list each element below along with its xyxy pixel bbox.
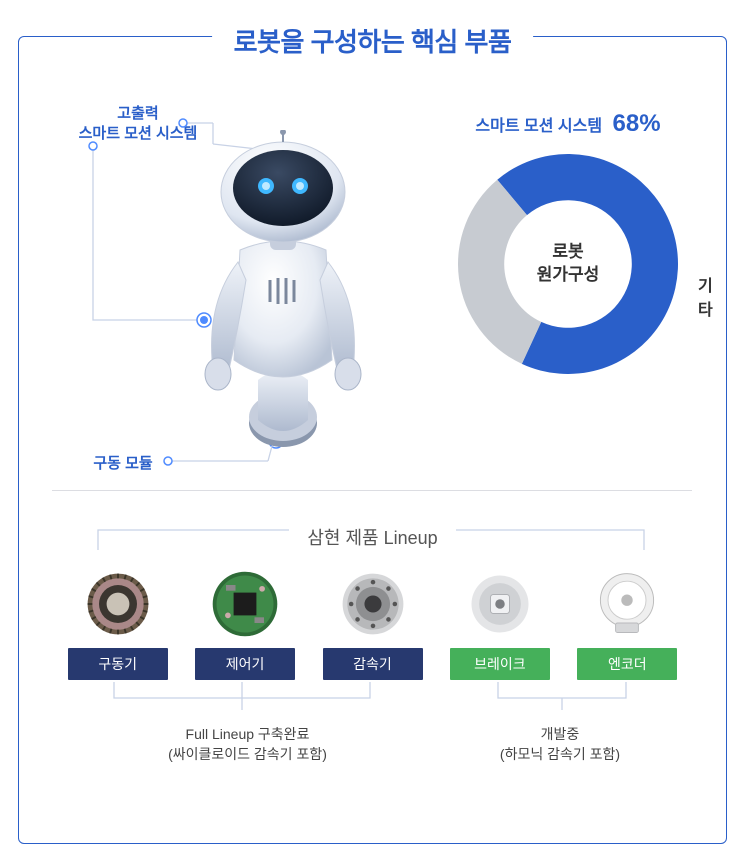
lineup-bottom-brackets [18,680,727,714]
footnote-complete-line2: (싸이클로이드 감속기 포함) [60,744,435,764]
lineup-label: 감속기 [323,648,423,680]
lineup-label: 브레이크 [450,648,550,680]
lineup-thumb [325,566,421,642]
lineup-title-row: 삼현 제품 Lineup [18,524,727,550]
lineup-item: 제어기 [187,566,302,680]
donut-chart-area: 스마트 모션 시스템 68% 로봇 원가구성 기타 [418,110,718,430]
donut-center-label: 로봇 원가구성 [537,241,600,287]
lineup-label: 제어기 [195,648,295,680]
upper-section: 고출력스마트 모션 시스템 구동 모듈 [18,90,727,490]
title-wrap: 로봇을 구성하는 핵심 부품 [212,22,534,59]
section-divider [52,490,692,491]
callout-bottom: 구동 모듈 [78,452,168,473]
lineup-label: 구동기 [68,648,168,680]
footnote-complete-line1: Full Lineup 구축완료 [60,724,435,744]
lineup-items: 구동기 제어기 감속기 브레이크 엔코더 [18,566,727,680]
donut-title: 스마트 모션 시스템 68% [418,110,718,138]
donut-percent-label: 68% [613,110,661,137]
lineup-label: 엔코더 [577,648,677,680]
donut-other-label: 기타 [698,272,713,320]
lineup-thumb [197,566,293,642]
lineup-thumb [452,566,548,642]
lineup-footnotes: Full Lineup 구축완료 (싸이클로이드 감속기 포함) 개발중 (하모… [18,722,727,765]
footnote-dev-line2: (하모닉 감속기 포함) [435,744,685,764]
donut-chart: 로봇 원가구성 기타 [458,154,678,374]
robot-illustration [188,130,378,450]
donut-title-text: 스마트 모션 시스템 [475,118,602,135]
lineup-thumb [579,566,675,642]
footnote-dev-line1: 개발중 [435,724,685,744]
lineup-item: 구동기 [60,566,175,680]
page-title: 로봇을 구성하는 핵심 부품 [234,22,512,59]
lineup-section: 삼현 제품 Lineup 구동기 제어기 감속기 브레이크 엔코더 Full Lineu… [18,510,727,765]
donut-center-line1: 로봇 [537,241,600,264]
footnote-dev: 개발중 (하모닉 감속기 포함) [435,722,685,765]
donut-center-line2: 원가구성 [537,264,600,287]
lineup-title: 삼현 제품 Lineup [289,524,455,550]
lineup-thumb [70,566,166,642]
lineup-item: 엔코더 [570,566,685,680]
footnote-complete: Full Lineup 구축완료 (싸이클로이드 감속기 포함) [60,722,435,765]
lineup-item: 감속기 [315,566,430,680]
lineup-item: 브레이크 [442,566,557,680]
